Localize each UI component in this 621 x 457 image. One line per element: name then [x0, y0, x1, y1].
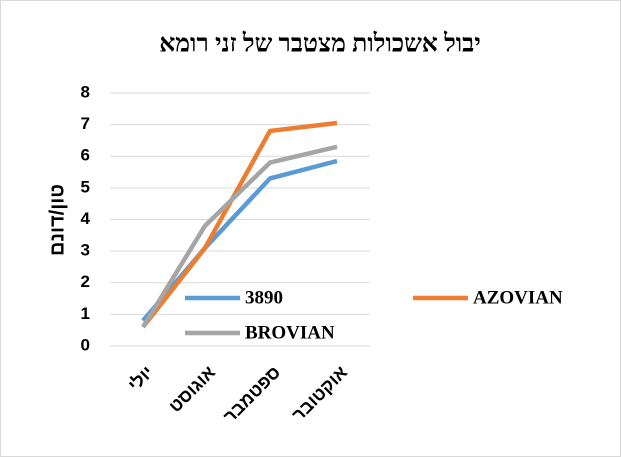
series-line [141, 144, 338, 329]
y-tick-label: 3 [81, 241, 90, 260]
chart-title: יבול אשכולות מצטבר של זני רומא [159, 31, 481, 58]
legend-label: AZOVIAN [473, 287, 563, 308]
y-tick-label: 7 [81, 114, 90, 133]
legend-label: BROVIAN [245, 322, 335, 343]
legend-label: 3890 [245, 287, 283, 308]
y-axis-title: טון/דונם [46, 184, 68, 256]
y-tick-label: 8 [81, 82, 90, 101]
y-tick-label: 6 [81, 146, 90, 165]
y-tick-label: 4 [81, 209, 91, 228]
y-tick-label: 5 [81, 177, 90, 196]
y-tick-label: 0 [81, 335, 90, 354]
series-line [141, 120, 338, 329]
y-tick-label: 1 [81, 304, 90, 323]
y-tick-label: 2 [81, 272, 90, 291]
